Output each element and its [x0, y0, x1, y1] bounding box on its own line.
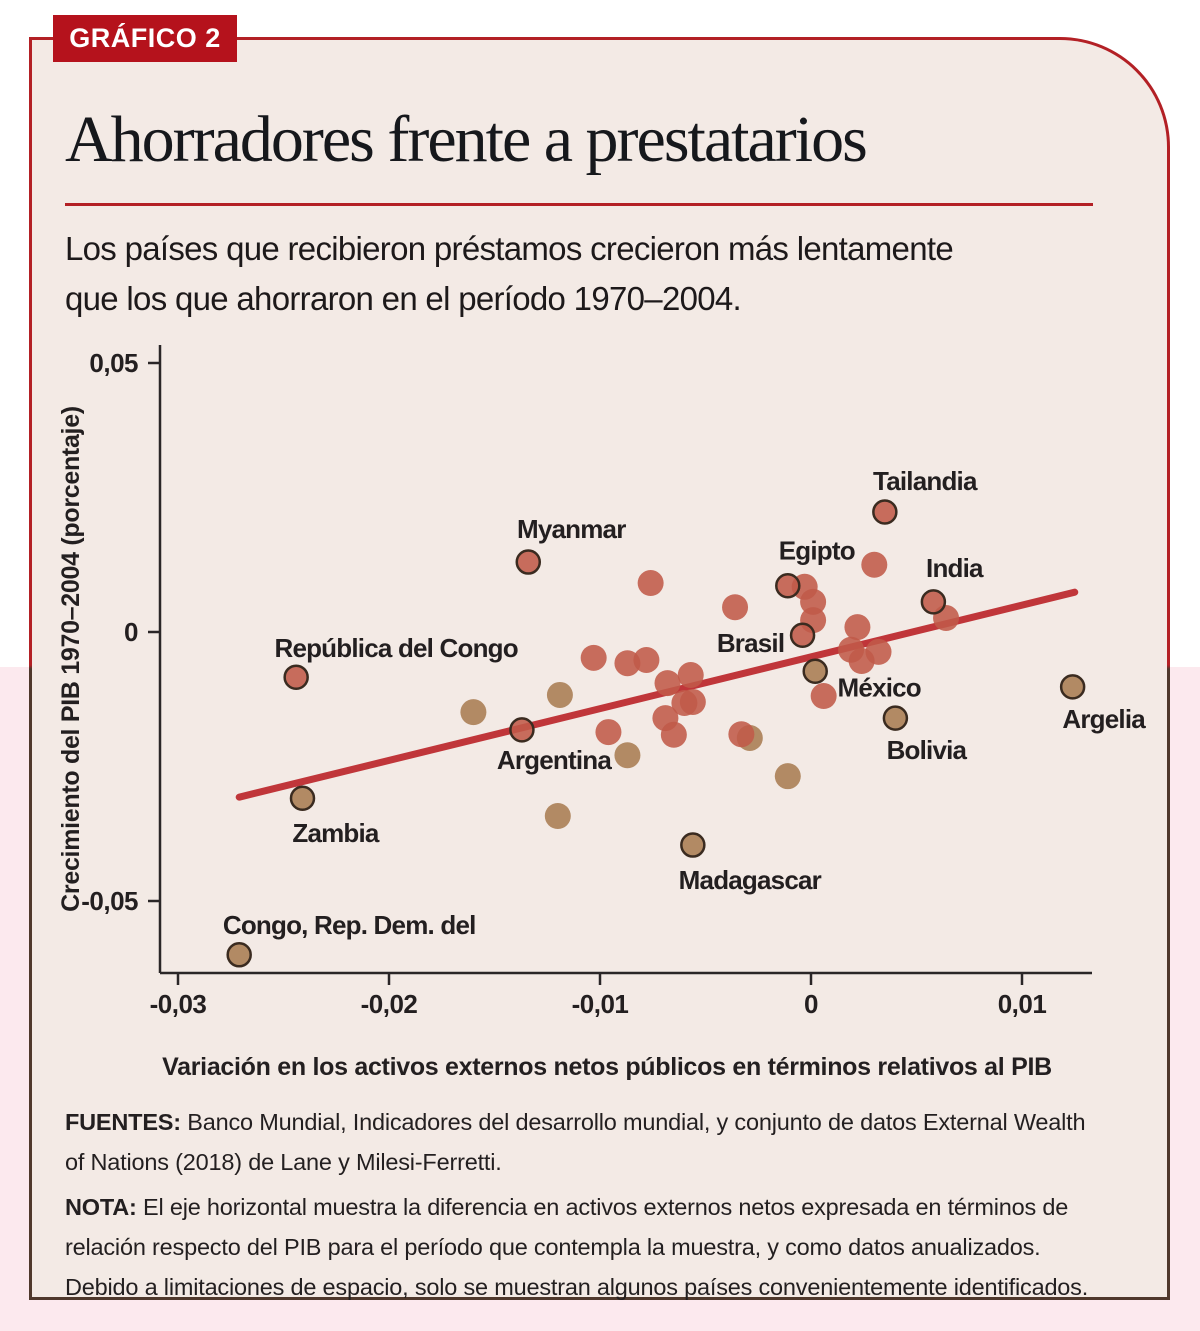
data-point — [460, 699, 487, 726]
title-divider-rule — [65, 203, 1093, 206]
y-tick-label: 0 — [124, 617, 138, 647]
data-point-Myanmar — [515, 549, 542, 575]
sources-text: Banco Mundial, Indicadores del desarroll… — [65, 1109, 1086, 1175]
x-tick-label: 0 — [804, 989, 818, 1019]
country-labels-group: Congo, Rep. Dem. del Zambia República del … — [223, 466, 1147, 968]
nota-note: NOTA: El eje horizontal muestra la difer… — [65, 1187, 1110, 1307]
x-tick-label: -0,01 — [572, 989, 629, 1019]
data-point — [595, 719, 622, 746]
data-point — [677, 662, 704, 689]
data-point — [844, 614, 871, 641]
country-label: Argelia — [1062, 704, 1146, 734]
data-point-Congo, Rep. Dem. del — [226, 942, 252, 968]
data-point-Argelia — [1059, 674, 1086, 700]
data-point — [865, 638, 892, 665]
data-point — [679, 688, 706, 715]
data-point-Zambia — [289, 785, 316, 811]
data-point-Brasil — [789, 622, 816, 648]
country-label: Brasil — [717, 628, 784, 658]
data-point-Tailandia — [872, 499, 898, 525]
trend-line-group — [235, 588, 1079, 801]
chart-title: Ahorradores frente a prestatarios — [65, 103, 868, 176]
figure-number-badge: GRÁFICO 2 — [53, 15, 237, 62]
country-label: Bolivia — [887, 735, 968, 765]
data-point — [800, 588, 827, 615]
data-point — [654, 670, 681, 697]
country-label: Madagascar — [679, 865, 822, 895]
country-label: México — [838, 672, 921, 702]
country-label: Congo, Rep. Dem. del — [223, 910, 476, 940]
data-point — [728, 721, 755, 748]
data-point-Bolivia — [882, 705, 909, 731]
trend-line — [235, 588, 1079, 801]
figure-number-label: GRÁFICO 2 — [69, 23, 221, 53]
data-point-México — [802, 658, 828, 685]
country-label: India — [926, 553, 984, 583]
x-tick-label: -0,02 — [361, 989, 418, 1019]
data-point — [637, 570, 664, 597]
country-label: Egipto — [779, 536, 855, 566]
country-label: Myanmar — [517, 514, 626, 544]
country-label: Zambia — [292, 818, 380, 848]
data-point — [544, 802, 571, 829]
subtitle-line-2: que los que ahorraron en el período 1970… — [65, 280, 742, 317]
y-axis-title: Crecimiento del PIB 1970–2004 (porcentaj… — [57, 406, 85, 912]
data-point — [660, 721, 687, 748]
nota-label: NOTA: — [65, 1194, 137, 1220]
data-point-República del Congo — [283, 664, 309, 690]
y-tick-label: 0,05 — [89, 348, 138, 378]
data-point — [774, 763, 801, 790]
y-tick-label: -0,05 — [81, 886, 138, 916]
data-point — [810, 683, 837, 710]
sources-note: FUENTES: Banco Mundial, Indicadores del … — [65, 1102, 1110, 1182]
country-label: Tailandia — [873, 466, 978, 496]
sources-label: FUENTES: — [65, 1109, 181, 1135]
data-point-Egipto — [775, 572, 801, 599]
data-point — [861, 551, 888, 578]
subtitle-line-1: Los países que recibieron préstamos crec… — [65, 230, 954, 267]
x-tick-label: 0,01 — [998, 989, 1047, 1019]
data-point — [580, 644, 607, 671]
ticks-group: -0,03 -0,02 -0,01 0 0,01 0,05 0 -0,05 — [81, 348, 1047, 1019]
x-axis-title: Variación en los activos externos netos … — [162, 1053, 1052, 1081]
chart-footnotes: FUENTES: Banco Mundial, Indicadores del … — [65, 1102, 1110, 1307]
data-point-Argentina — [509, 717, 535, 743]
country-label: República del Congo — [274, 633, 517, 663]
axes-group: -0,03 -0,02 -0,01 0 0,01 0,05 0 -0,05 — [81, 345, 1092, 1019]
data-point-Madagascar — [680, 832, 706, 858]
nota-text: El eje horizontal muestra la diferencia … — [65, 1194, 1089, 1300]
data-point — [546, 681, 573, 708]
data-point — [633, 646, 660, 673]
x-tick-label: -0,03 — [150, 989, 207, 1019]
data-point-India — [920, 589, 947, 615]
country-label: Argentina — [497, 745, 612, 775]
data-point — [614, 742, 641, 769]
data-point — [722, 594, 749, 621]
chart-subtitle: Los países que recibieron préstamos crec… — [65, 224, 1110, 324]
